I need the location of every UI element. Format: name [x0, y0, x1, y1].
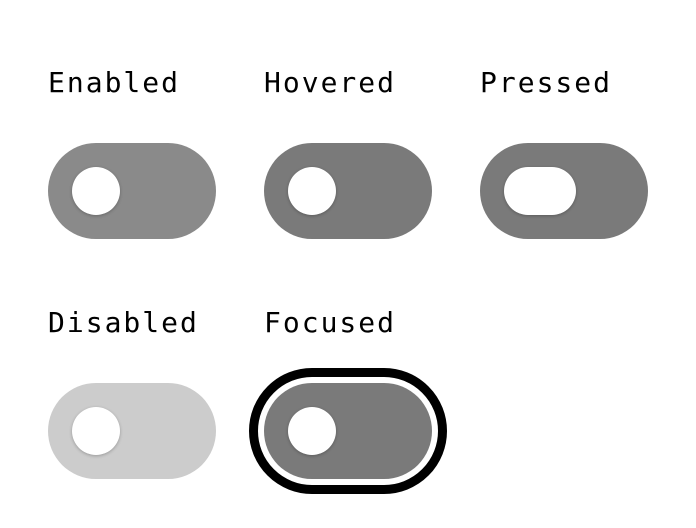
switch-enabled[interactable]	[48, 143, 216, 239]
switch-focused-group: Focused	[249, 306, 447, 494]
switch-disabled-label: Disabled	[48, 306, 199, 339]
switch-focused[interactable]	[264, 383, 432, 479]
switch-focused-handle	[288, 407, 336, 455]
switch-pressed-group: Pressed	[480, 66, 660, 239]
switch-pressed[interactable]	[480, 143, 648, 239]
switch-pressed-label: Pressed	[480, 66, 613, 99]
switch-pressed-handle	[504, 167, 576, 215]
switch-hovered-label: Hovered	[264, 66, 397, 99]
switch-hovered[interactable]	[264, 143, 432, 239]
switch-hovered-group: Hovered	[264, 66, 444, 239]
switch-disabled-group: Disabled	[48, 306, 228, 479]
switch-focused-label: Focused	[264, 306, 397, 339]
switch-enabled-group: Enabled	[48, 66, 228, 239]
switch-hovered-handle	[288, 167, 336, 215]
switch-disabled	[48, 383, 216, 479]
switch-disabled-handle	[72, 407, 120, 455]
switch-enabled-label: Enabled	[48, 66, 181, 99]
switch-enabled-handle	[72, 167, 120, 215]
